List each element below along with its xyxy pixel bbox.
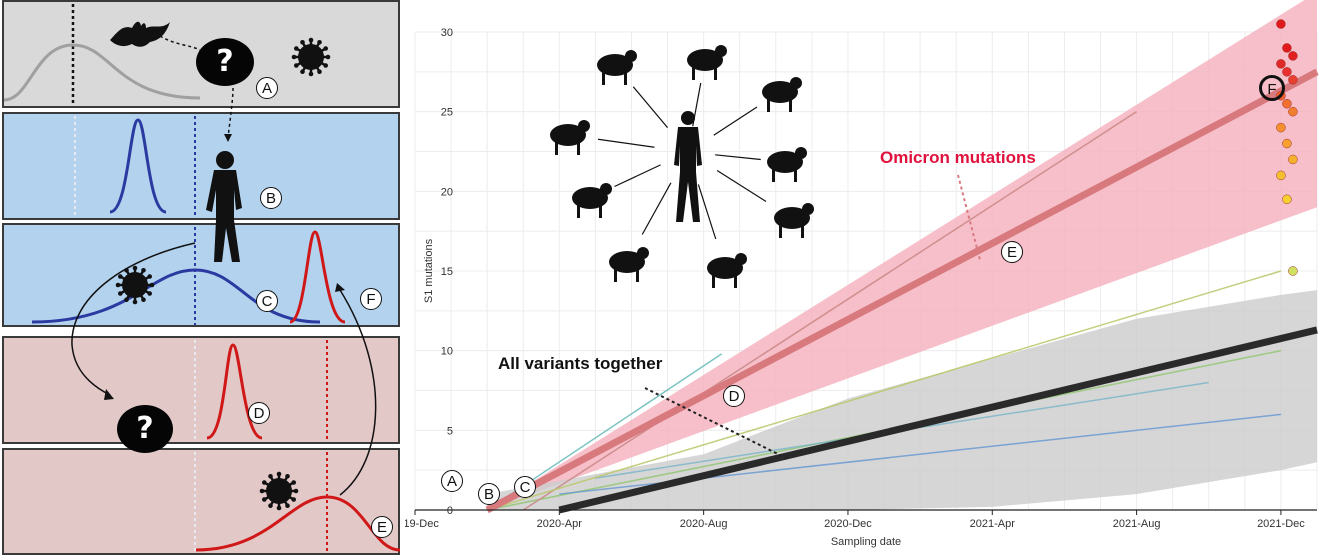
y-tick-label: 5 bbox=[447, 425, 453, 437]
omicron-leader-line bbox=[957, 174, 981, 261]
x-tick-label: 2021-Dec bbox=[1257, 518, 1305, 530]
monkey-icon bbox=[550, 120, 590, 155]
rabbit-icon bbox=[609, 247, 649, 282]
x-tick-label: 2020-Dec bbox=[824, 518, 872, 530]
all-variants-confidence-band bbox=[487, 290, 1317, 510]
mutation-chart: 0 5 10 15 20 25 30 2019-Dec 2020-Apr 2020-Aug 2020… bbox=[405, 0, 1319, 548]
human-icon bbox=[674, 111, 702, 222]
cattle-icon bbox=[762, 77, 802, 112]
omicron-point bbox=[1276, 170, 1286, 181]
unknown-to-human-arrow bbox=[227, 87, 234, 139]
narrow-red-curve bbox=[289, 230, 346, 324]
dog-icon bbox=[687, 45, 727, 80]
all-variants-regression-line bbox=[558, 326, 1318, 514]
x-axis-title: Sampling date bbox=[831, 536, 901, 548]
host-link-arrow bbox=[716, 169, 767, 203]
scenario-panels bbox=[0, 0, 405, 555]
x-tick-label: 2021-Aug bbox=[1113, 518, 1161, 530]
gray-distribution-curve bbox=[3, 43, 201, 102]
wide-blue-curve bbox=[31, 268, 321, 324]
host-link-arrow bbox=[614, 164, 661, 188]
host-link-arrow bbox=[713, 106, 758, 136]
deer-icon bbox=[707, 253, 747, 288]
human-to-unknown-arrow bbox=[71, 242, 196, 396]
host-animals-group bbox=[550, 45, 814, 288]
omicron-point bbox=[1282, 67, 1292, 77]
omicron-point bbox=[1276, 59, 1286, 69]
host-link-arrow bbox=[697, 184, 717, 240]
omicron-point bbox=[1282, 98, 1292, 109]
omicron-point bbox=[1288, 154, 1298, 165]
narrow-blue-curve bbox=[109, 118, 167, 214]
y-tick-label: 15 bbox=[441, 266, 453, 278]
all-variants-leader-line bbox=[644, 387, 791, 461]
y-tick-label: 10 bbox=[441, 346, 453, 358]
virus-icon bbox=[259, 471, 299, 511]
mouse-icon bbox=[774, 203, 814, 238]
narrow-red-curve-2 bbox=[206, 343, 263, 440]
omicron-point bbox=[1288, 106, 1298, 117]
panel-drawings bbox=[3, 4, 401, 553]
omicron-point bbox=[1276, 19, 1286, 29]
y-tick-label: 0 bbox=[447, 505, 453, 517]
human-icon bbox=[206, 151, 242, 262]
y-axis-title: S1 mutations bbox=[423, 238, 435, 303]
x-tick-label: 2019-Dec bbox=[405, 518, 439, 530]
host-link-arrow bbox=[632, 86, 669, 129]
omicron-regression-line bbox=[485, 68, 1319, 514]
host-link-arrow bbox=[692, 82, 702, 127]
chart-axes: 0 5 10 15 20 25 30 2019-Dec 2020-Apr 2020-Aug 2020… bbox=[405, 27, 1317, 548]
y-tick-label: 20 bbox=[441, 186, 453, 198]
return-to-human-arrow bbox=[339, 289, 377, 496]
omicron-point bbox=[1276, 122, 1286, 133]
x-tick-label: 2020-Apr bbox=[537, 518, 583, 530]
omicron-point bbox=[1282, 138, 1292, 149]
y-tick-label: 30 bbox=[441, 27, 453, 39]
panel-human-intro bbox=[2, 112, 400, 220]
bat-icon bbox=[110, 21, 170, 47]
omicron-point bbox=[1276, 90, 1286, 101]
panel-unknown-host bbox=[2, 336, 400, 444]
x-tick-label: 2020-Aug bbox=[680, 518, 728, 530]
host-link-arrow bbox=[715, 154, 761, 161]
cat-icon bbox=[572, 183, 612, 218]
panel-omicron-return bbox=[2, 448, 400, 555]
x-tick-label: 2021-Apr bbox=[970, 518, 1016, 530]
omicron-confidence-band bbox=[487, 0, 1317, 510]
y-tick-label: 25 bbox=[441, 107, 453, 119]
omicron-point bbox=[1288, 51, 1298, 61]
virus-icon bbox=[291, 37, 331, 77]
wide-red-curve bbox=[195, 495, 401, 552]
host-link-arrow bbox=[641, 182, 672, 235]
omicron-point bbox=[1288, 75, 1298, 85]
host-link-arrow bbox=[597, 138, 655, 148]
omicron-point bbox=[1282, 43, 1292, 53]
bat-to-unknown-arrow bbox=[159, 35, 201, 51]
horse-icon bbox=[597, 50, 637, 85]
omicron-point bbox=[1288, 266, 1298, 276]
ferret-icon bbox=[767, 147, 807, 182]
virus-icon bbox=[115, 265, 155, 305]
omicron-point bbox=[1282, 194, 1292, 205]
